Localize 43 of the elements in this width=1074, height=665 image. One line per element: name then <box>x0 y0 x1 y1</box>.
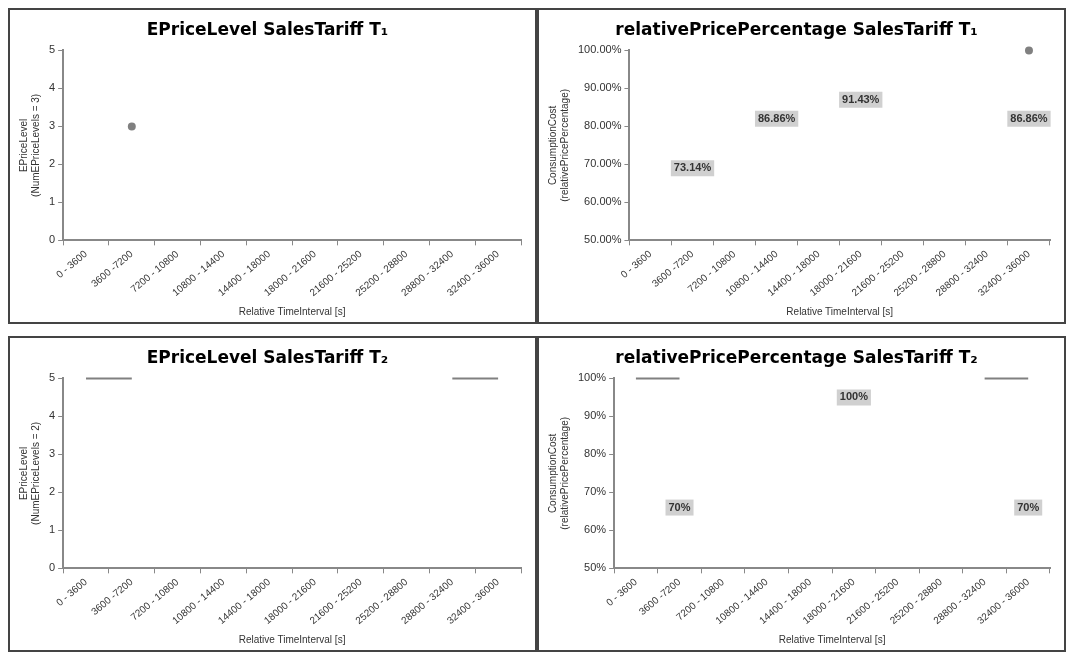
y-tick-label: 4 <box>48 409 56 422</box>
y-tick-label: 70% <box>584 485 607 498</box>
y-tick-label: 0 <box>48 561 56 574</box>
y-tick-label: 3 <box>48 119 56 132</box>
annotation: 91.43% <box>842 92 880 105</box>
y-tick-label: 90% <box>584 409 607 422</box>
y-axis-title: ConsumptionCost (relativePricePercentage) <box>546 416 570 530</box>
chart-title: relativePricePercentage SalesTariff T₂ <box>615 346 978 367</box>
y-tick-label: 60.00% <box>584 195 622 208</box>
y-tick-label: 5 <box>48 371 56 384</box>
chart-title: EPriceLevel SalesTariff T₂ <box>146 346 389 367</box>
annotation: 100% <box>839 390 869 403</box>
y-tick-label: 100% <box>577 371 607 384</box>
chart-title: relativePricePercentage SalesTariff T₁ <box>615 18 978 39</box>
chart-title: EPriceLevel SalesTariff T₁ <box>146 18 389 39</box>
y-tick-label: 90.00% <box>584 81 622 94</box>
annotation: 70% <box>668 500 691 513</box>
y-tick-label: 5 <box>48 43 56 56</box>
y-tick-label: 1 <box>48 195 56 208</box>
y-axis-title: EPriceLevel (NumEPriceLevels = 2) <box>17 421 41 525</box>
y-tick-label: 70.00% <box>584 157 622 170</box>
y-tick-label: 2 <box>48 485 56 498</box>
x-axis-title: Relative TimeInterval [s] <box>238 633 346 645</box>
y-tick-label: 3 <box>48 447 56 460</box>
y-tick-label: 2 <box>48 157 56 170</box>
y-tick-label: 4 <box>48 81 56 94</box>
y-tick-label: 80.00% <box>584 119 622 132</box>
x-axis-title: Relative TimeInterval [s] <box>238 305 346 317</box>
y-tick-label: 50.00% <box>584 233 622 246</box>
annotation: 86.86% <box>757 111 796 124</box>
y-tick-label: 1 <box>48 523 56 536</box>
y-tick-label: 100.00% <box>577 43 622 56</box>
y-tick-label: 0 <box>48 233 56 246</box>
x-axis-title: Relative TimeInterval [s] <box>786 305 894 317</box>
y-tick-label: 50% <box>584 561 607 574</box>
x-axis-title: Relative TimeInterval [s] <box>778 633 886 645</box>
y-tick-label: 80% <box>584 447 607 460</box>
y-axis-title: ConsumptionCost (relativePricePercentage) <box>546 88 570 202</box>
y-axis-title: EPriceLevel (NumEPriceLevels = 3) <box>17 93 41 197</box>
annotation: 73.14% <box>673 161 712 174</box>
annotation: 86.86% <box>1010 111 1048 124</box>
annotation: 70% <box>1017 500 1040 513</box>
y-tick-label: 60% <box>584 523 607 536</box>
